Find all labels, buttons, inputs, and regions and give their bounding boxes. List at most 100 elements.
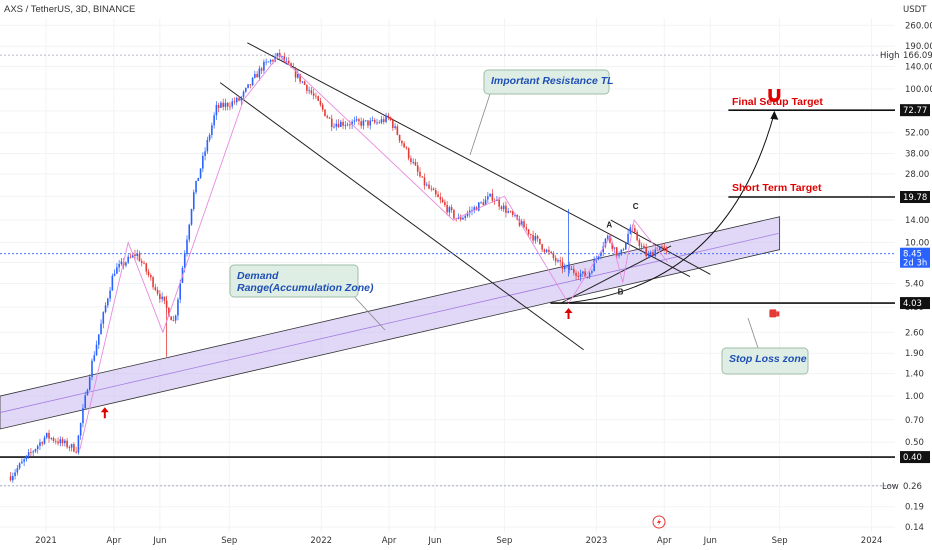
candle-body [364, 120, 367, 122]
candle-body [150, 275, 152, 278]
y-tick-label: 38.00 [905, 149, 929, 159]
last-price-tag: 8.45 [903, 250, 922, 260]
candle-body [459, 217, 462, 220]
candle-body [575, 272, 577, 276]
final-target-label: Final Setup Target [732, 96, 823, 108]
candle-body [172, 320, 175, 321]
time-axis[interactable]: 2021 Apr Jun Sep 2022 Apr Jun Sep 2023 Apr Jun Sep 2… [0, 532, 932, 550]
candle-body [179, 282, 182, 300]
y-tick-label: 260.00 [905, 21, 932, 31]
candle-body [615, 247, 618, 256]
candle-body [102, 312, 105, 324]
candle-body [649, 252, 652, 255]
candle-body [330, 118, 333, 128]
candle-body [145, 263, 148, 272]
x-tick-label: 2022 [310, 536, 332, 546]
candle-body [206, 139, 209, 152]
candle-body [86, 389, 89, 396]
resistance-trendline [247, 42, 691, 277]
x-tick-label: 2021 [35, 536, 57, 546]
candle-body [317, 96, 319, 101]
candle-body [480, 202, 482, 204]
candle-body [25, 455, 28, 460]
candle-body [23, 459, 25, 462]
candle-body [48, 432, 50, 439]
candle-body [401, 140, 403, 144]
candle-body [125, 262, 127, 266]
y-tick-label: 1.90 [905, 349, 924, 359]
candle-body [131, 254, 134, 258]
candle-body [586, 276, 589, 278]
candle-body [333, 126, 335, 128]
candle-body [190, 209, 193, 225]
y-tick-label: 140.00 [905, 63, 932, 73]
candle-body [238, 97, 240, 101]
candle-body [457, 217, 460, 219]
countdown-tag: 2d 3h [903, 259, 927, 269]
candle-body [134, 254, 136, 257]
candle-body [584, 271, 586, 277]
support-tag: 0.40 [903, 453, 922, 463]
candle-body [229, 106, 231, 108]
candle-body [159, 293, 161, 300]
candle-body [570, 268, 573, 270]
candle-body [226, 103, 229, 107]
candle-body [174, 315, 177, 321]
low-value-tag: 0.26 [903, 482, 922, 492]
x-tick-label: Apr [382, 536, 397, 546]
candle-body [278, 52, 281, 57]
stop-loss-callout-text: Stop Loss zone [729, 353, 807, 365]
candle-body [294, 68, 297, 78]
x-tick-label: Sep [496, 536, 512, 546]
y-tick-label: 0.50 [905, 438, 924, 448]
candle-body [412, 161, 414, 163]
candle-body [34, 449, 37, 452]
candle-body [647, 254, 650, 257]
candle-body [550, 251, 552, 253]
candle-body [30, 452, 32, 454]
demand-callout-text: Range(Accumulation Zone) [237, 282, 374, 294]
candle-body [466, 213, 469, 216]
candle-body [269, 59, 272, 62]
candle-body [425, 184, 428, 186]
candle-body [39, 442, 41, 446]
x-tick-label: Jun [427, 536, 441, 546]
high-label: High [880, 51, 900, 61]
candle-body [407, 148, 410, 159]
candle-body [136, 253, 139, 257]
candle-body [156, 289, 159, 294]
candle-body [292, 67, 295, 69]
chart-title: AXS / TetherUS, 3D, BINANCE [4, 4, 135, 15]
candle-body [353, 120, 356, 122]
candle-body [561, 261, 564, 269]
candle-body [129, 256, 132, 258]
candle-body [373, 120, 376, 123]
axis-unit: USDT [903, 5, 927, 15]
stop-loss-callout-box [721, 347, 809, 375]
high-tag-bg [900, 49, 930, 62]
candle-body [91, 360, 93, 378]
candle-body [113, 273, 116, 276]
candle-body [577, 275, 580, 277]
candle-body [428, 184, 430, 189]
candle-body [658, 246, 661, 251]
candle-body [45, 432, 48, 438]
candle-body [285, 60, 288, 62]
candle-body [387, 115, 390, 118]
price-axis[interactable]: 260.00190.00140.00100.0072.0052.0038.002… [895, 0, 932, 550]
candle-body [511, 211, 514, 215]
candle-body [602, 246, 605, 253]
candle-body [416, 165, 419, 172]
x-tick-label: Sep [221, 536, 237, 546]
candle-body [355, 119, 358, 121]
candle-body [213, 115, 215, 126]
y-tick-label: 2.60 [905, 328, 924, 338]
candle-body [484, 199, 487, 205]
candle-body [439, 197, 442, 200]
candle-body [554, 257, 557, 262]
candle-body [643, 245, 645, 249]
candle-body [423, 177, 426, 186]
candle-body [231, 101, 234, 107]
